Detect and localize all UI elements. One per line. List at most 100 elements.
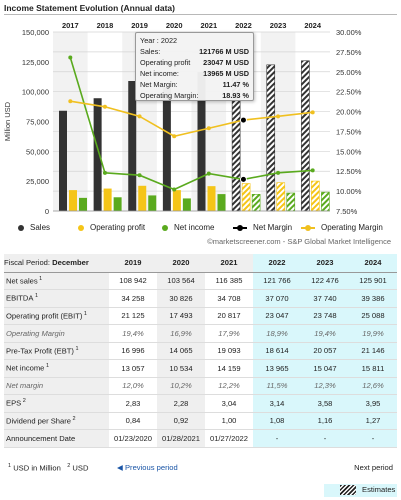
- table-cell: 23 047: [253, 307, 301, 325]
- table-cell: 21 125: [109, 307, 157, 325]
- point-operating-margin: [206, 126, 211, 131]
- table-cell: 12,2%: [205, 377, 253, 395]
- table-cell: 12,6%: [349, 377, 397, 395]
- row-label: Dividend per Share 2: [4, 412, 109, 430]
- y-axis-label: Million USD: [3, 101, 12, 141]
- legend-swatch: [233, 224, 247, 231]
- footnote-marker: 1: [82, 310, 87, 317]
- row-label-text: Net income: [6, 364, 45, 374]
- legend-label: Net Margin: [253, 223, 293, 232]
- previous-period-link[interactable]: ◀ Previous period: [117, 463, 178, 472]
- fiscal-period-header: Fiscal Period: December: [4, 254, 109, 273]
- next-period-link[interactable]: Next period: [354, 463, 393, 472]
- table-cell: 17 493: [157, 307, 205, 325]
- legend-label: Operating Margin: [321, 223, 383, 232]
- table-cell: 15 811: [349, 359, 397, 378]
- legend-label: Sales: [30, 223, 51, 232]
- table-cell: 01/28/2021: [157, 429, 205, 448]
- point-net-margin: [172, 187, 177, 192]
- x-tick-label: 2023: [270, 21, 287, 30]
- bar-net-income: [251, 194, 261, 212]
- point-net-margin: [310, 168, 315, 173]
- table-cell: 37 740: [301, 289, 349, 308]
- table-cell: 23 748: [301, 307, 349, 325]
- table-row: EBITDA 1 34 258 30 826 34 708 37 070 37 740 39…: [4, 289, 397, 308]
- tooltip-label: Net income:: [140, 69, 179, 78]
- legend-item[interactable]: Net Margin: [233, 223, 292, 232]
- y2-tick-label: 15.00%: [336, 147, 362, 156]
- table-cell: 37 070: [253, 289, 301, 308]
- table-cell: 14 159: [205, 359, 253, 378]
- footnote-marker: 2: [21, 398, 26, 405]
- bar-sales: [93, 98, 102, 211]
- source-credit[interactable]: ©marketscreener.com - S&P Global Market …: [207, 237, 391, 246]
- chart-title: Income Statement Evolution (Annual data): [4, 3, 175, 13]
- title-divider: [4, 14, 397, 15]
- table-row: Operating Margin 19,4% 16,9% 17,9% 18,9% 19,4…: [4, 324, 397, 343]
- table-cell: 15 047: [301, 359, 349, 378]
- table-cell: 1,27: [349, 412, 397, 430]
- tooltip-value: 23047 M USD: [203, 58, 249, 67]
- tooltip-label: Net Margin:: [140, 80, 178, 89]
- bar-sales: [266, 64, 276, 212]
- row-label-text: Announcement Date: [6, 433, 76, 443]
- legend-swatch: [162, 224, 168, 231]
- row-label: Announcement Date: [4, 429, 109, 448]
- table-cell: 20 817: [205, 307, 253, 325]
- footnote-marker: 2: [71, 415, 76, 422]
- bar-net-income: [79, 197, 87, 211]
- year-header: 2022: [253, 254, 301, 273]
- line-net-margin: [69, 57, 313, 191]
- table-cell: 2,83: [109, 394, 157, 413]
- row-label: Net margin: [4, 377, 109, 395]
- tooltip-label: Operating Margin:: [140, 91, 199, 100]
- table-cell: 13 057: [109, 359, 157, 378]
- footnotes: 1 USD in Million 2 USD: [8, 463, 88, 473]
- table-cell: -: [253, 429, 301, 448]
- table-cell: 12,3%: [301, 377, 349, 395]
- legend-item[interactable]: Net income: [162, 223, 214, 232]
- row-label: EPS 2: [4, 394, 109, 413]
- x-tick-label: 2021: [200, 21, 217, 30]
- y2-tick-label: 12.50%: [336, 167, 362, 176]
- legend-swatch: [78, 224, 84, 231]
- row-label-text: Operating profit (EBIT): [6, 311, 83, 321]
- footnote-1: USD in Million: [13, 463, 61, 473]
- footnote-marker: 1: [73, 345, 79, 352]
- estimates-label: Estimates: [362, 485, 396, 494]
- table-footer: 1 USD in Million 2 USD ◀ Previous period…: [4, 463, 397, 475]
- table-cell: 01/27/2022: [205, 429, 253, 448]
- table-cell: 10,2%: [157, 377, 205, 395]
- row-label-text: EPS: [6, 399, 22, 409]
- bar-sales: [301, 60, 310, 212]
- y2-tick-label: 30.00%: [336, 28, 362, 37]
- legend-item[interactable]: Sales: [18, 223, 50, 232]
- chevron-left-icon[interactable]: ◀: [117, 463, 123, 472]
- row-label-text: Pre-Tax Profit (EBT): [6, 346, 74, 356]
- bar-operating-profit: [138, 185, 147, 211]
- y2-tick-label: 17.50%: [336, 127, 362, 136]
- y-tick-label: 25,000: [26, 177, 49, 186]
- footnote-2-marker: 2: [67, 463, 71, 469]
- y2-tick-label: 27.50%: [336, 48, 362, 57]
- x-tick-label: 2020: [166, 21, 183, 30]
- table-cell: 34 708: [205, 289, 253, 308]
- tooltip-row: Operating Margin: 18.93 %: [140, 90, 249, 101]
- table-row: Net income 1 13 057 10 534 14 159 13 965 15 0…: [4, 359, 397, 378]
- bar-net-income: [286, 192, 296, 212]
- legend-item[interactable]: Operating profit: [78, 223, 145, 232]
- legend-item[interactable]: Operating Margin: [301, 223, 383, 232]
- bar-operating-profit: [276, 182, 286, 212]
- bar-operating-profit: [207, 186, 216, 211]
- table-cell: 20 057: [301, 342, 349, 360]
- table-cell: 19,9%: [349, 324, 397, 343]
- chart-legend: Sales Operating profit Net income Net Margi…: [0, 223, 401, 237]
- chart-tooltip: Year : 2022 Sales: 121766 M USD Operating …: [135, 32, 254, 101]
- previous-period-label[interactable]: Previous period: [124, 463, 178, 472]
- footnote-marker: 1: [37, 275, 43, 282]
- point-operating-margin: [172, 134, 177, 139]
- tooltip-year: Year : 2022: [140, 36, 178, 45]
- tooltip-row: Sales: 121766 M USD: [140, 46, 249, 57]
- point-operating-margin: [310, 110, 315, 115]
- tooltip-label: Operating profit: [140, 58, 191, 67]
